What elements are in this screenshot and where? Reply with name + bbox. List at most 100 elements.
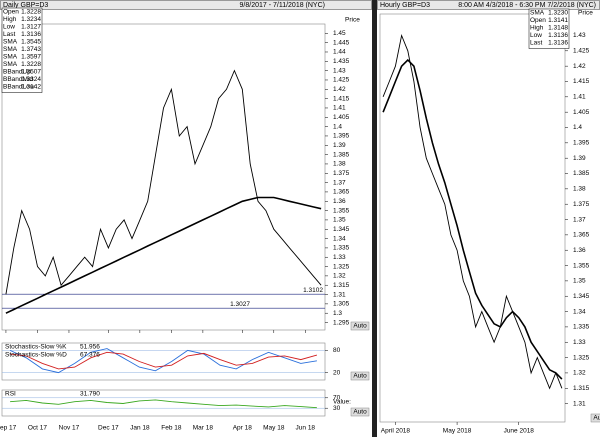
info-value: 1.3597 (21, 54, 41, 61)
y-tick-label: 1.37 (333, 179, 346, 186)
y-tick-label: 1.33 (333, 254, 346, 261)
divider (372, 0, 377, 437)
y-tick-label: 1.39 (333, 142, 346, 149)
y-tick-label: 1.365 (333, 189, 350, 196)
info-value: 1.3136 (548, 40, 568, 47)
level-label: 1.3102 (303, 287, 323, 294)
info-label: Last (3, 31, 15, 38)
info-label: BBandMid (3, 76, 33, 83)
y-tick-label: 1.42 (333, 86, 346, 93)
info-value: 1.3228 (21, 61, 41, 68)
rsi-axis-title: Value: (333, 399, 351, 406)
y-tick-label: 1.345 (573, 293, 590, 300)
y-tick-label: 1.45 (333, 30, 346, 37)
right-subtitle: 8:00 AM 4/3/2018 - 6:30 PM 7/2/2018 (NYC… (458, 2, 596, 9)
info-value: 1.3743 (21, 46, 41, 53)
plot-frame (379, 13, 566, 423)
info-frame (1, 7, 43, 93)
series-line (10, 351, 318, 370)
y-tick-label: 1.44 (333, 49, 346, 56)
info-frame (528, 8, 570, 49)
series-line (5, 196, 322, 314)
x-tick-label: Jun 18 (296, 425, 316, 432)
y-tick-label: 1.335 (573, 324, 590, 331)
info-label: High (3, 16, 17, 23)
y-tick-label: 1.425 (333, 77, 350, 84)
y-tick-label: 1.375 (573, 201, 590, 208)
auto-button[interactable] (350, 407, 370, 417)
info-value: 1.3230 (548, 10, 568, 17)
y-tick-label: 1.43 (573, 32, 586, 39)
auto-button[interactable] (350, 321, 370, 331)
y-tick-label: 1.31 (333, 291, 346, 298)
series-readout: 51.956 (80, 344, 100, 351)
series-name: RSI (5, 391, 16, 398)
y-tick-label: 1.425 (573, 48, 590, 55)
y-tick-label: 80 (333, 347, 341, 354)
y-tick-label: 1.31 (573, 400, 586, 407)
plot-frame (1, 23, 326, 331)
info-value: 1.3507 (21, 69, 41, 76)
y-tick-label: 1.4 (333, 123, 342, 130)
y-tick-label: 1.36 (333, 198, 346, 205)
info-value: 1.3127 (21, 24, 41, 31)
x-tick-label: Dec 17 (98, 425, 119, 432)
y-tick-label: 1.445 (333, 39, 350, 46)
series-line (382, 58, 563, 380)
info-label: Last (530, 40, 542, 47)
y-tick-label: 1.3 (333, 310, 342, 317)
y-tick-label: 1.335 (333, 245, 350, 252)
y-tick-label: 1.32 (333, 273, 346, 280)
auto-button-label[interactable]: Auto (593, 415, 600, 422)
right-title: Hourly GBP=D3 (380, 2, 430, 9)
level-label: 1.3027 (230, 301, 250, 308)
info-label: SMA (3, 54, 18, 61)
y-tick-label: 30 (333, 405, 341, 412)
info-label: SMA (3, 61, 18, 68)
auto-button[interactable] (590, 413, 600, 423)
info-label: Low (3, 24, 15, 31)
info-label: High (530, 25, 544, 32)
info-value: 1.3234 (21, 16, 41, 23)
info-label: BBandUp (3, 69, 31, 76)
y-tick-label: 1.385 (333, 151, 350, 158)
y-tick-label: 1.415 (333, 95, 350, 102)
y-tick-label: 1.35 (333, 217, 346, 224)
y-tick-label: 1.34 (573, 308, 586, 315)
auto-button-label[interactable]: Auto (353, 409, 367, 416)
y-tick-label: 1.32 (573, 370, 586, 377)
info-value: 1.3545 (21, 39, 41, 46)
left-axis-title: Price (345, 17, 360, 24)
y-tick-label: 1.36 (573, 247, 586, 254)
y-tick-label: 1.345 (333, 226, 350, 233)
y-tick-label: 70 (333, 395, 341, 402)
auto-button[interactable] (350, 371, 370, 381)
y-tick-label: 1.395 (333, 133, 350, 140)
y-tick-label: 1.34 (333, 235, 346, 242)
y-tick-label: 1.35 (573, 278, 586, 285)
y-tick-label: 1.39 (573, 155, 586, 162)
x-tick-label: May 2018 (443, 428, 472, 435)
y-tick-label: 1.325 (333, 263, 350, 270)
info-value: 1.3148 (548, 25, 568, 32)
y-tick-label: 20 (333, 369, 341, 376)
y-tick-label: 1.435 (333, 58, 350, 65)
plot-frame (1, 389, 326, 417)
auto-button-label[interactable]: Auto (353, 373, 367, 380)
info-value: 1.3136 (548, 32, 568, 39)
auto-button-label[interactable]: Auto (353, 323, 367, 330)
info-value: 1.3324 (21, 76, 41, 83)
x-tick-label: May 18 (263, 425, 285, 432)
info-label: BBandLow (3, 84, 35, 91)
y-tick-label: 1.305 (333, 301, 350, 308)
x-tick-label: Apr 18 (233, 425, 253, 432)
info-label: SMA (530, 10, 545, 17)
x-tick-label: April 2018 (381, 428, 411, 435)
y-tick-label: 1.315 (333, 282, 350, 289)
y-tick-label: 1.355 (573, 262, 590, 269)
y-tick-label: 1.395 (573, 140, 590, 147)
left-title: Daily GBP=D3 (3, 2, 48, 9)
